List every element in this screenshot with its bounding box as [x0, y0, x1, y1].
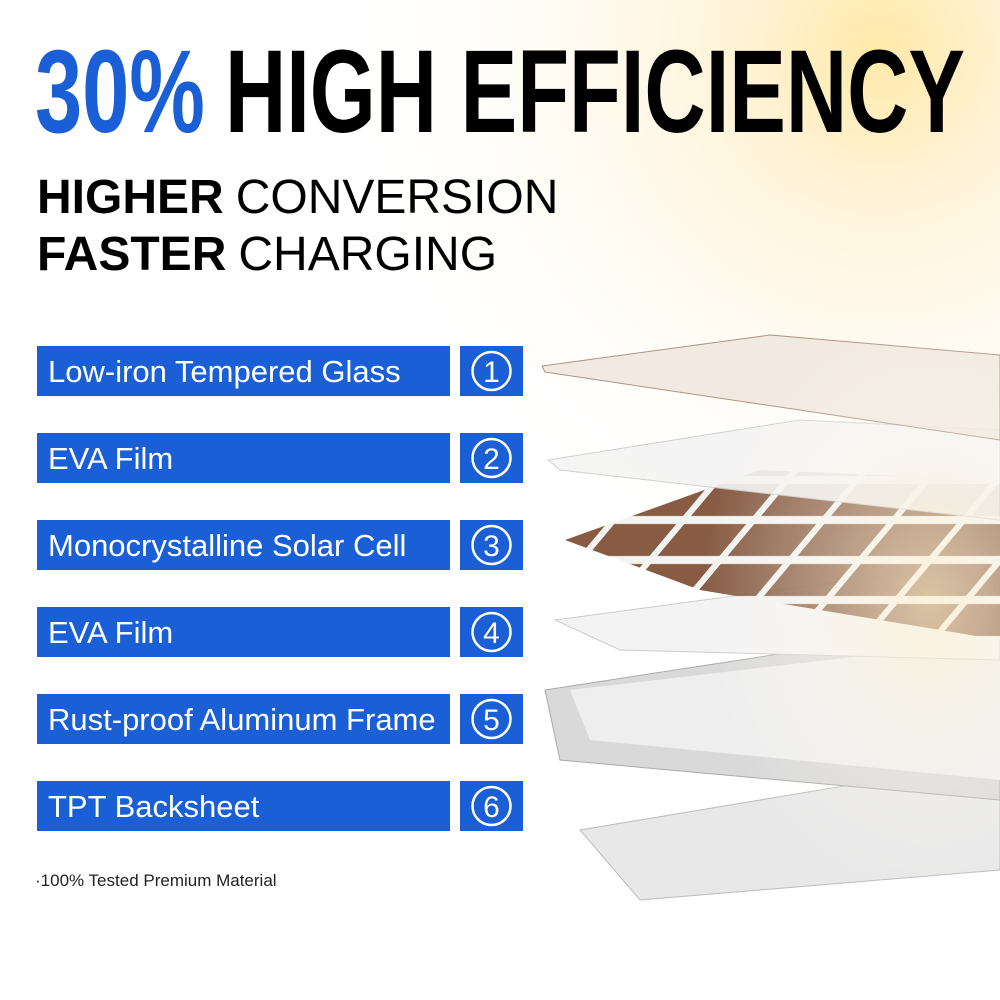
layer-number-box — [460, 520, 523, 570]
headline: 30%HIGH EFFICIENCY — [35, 26, 965, 158]
layer-number-circle — [471, 698, 512, 740]
layer-number: 5 — [483, 704, 500, 737]
subtitle: FASTER CHARGING — [37, 228, 497, 281]
layer-number: 3 — [483, 530, 500, 563]
layer-label-box — [37, 781, 450, 831]
subtitle-bold: FASTER — [37, 228, 226, 281]
subtitle: HIGHER CONVERSION — [37, 171, 558, 224]
layer-number: 2 — [483, 443, 500, 476]
headline-highlight: 30% — [35, 26, 205, 158]
layer-label-box — [37, 433, 450, 483]
layer-number-circle — [471, 611, 512, 653]
footnote: ·100% Tested Premium Material — [35, 871, 277, 890]
layer-number-box — [460, 694, 523, 744]
layer-number-box — [460, 433, 523, 483]
layer-number-circle — [471, 437, 512, 479]
layer-number-box — [460, 781, 523, 831]
subtitle-rest: CONVERSION — [236, 171, 559, 224]
layer-label: EVA Film — [48, 441, 173, 476]
layer-label: TPT Backsheet — [48, 789, 260, 824]
layer-label-box — [37, 607, 450, 657]
layer-label: Rust-proof Aluminum Frame — [48, 702, 436, 737]
layer-label: EVA Film — [48, 615, 173, 650]
layer-label-box — [37, 520, 450, 570]
layer-number-circle — [471, 524, 512, 566]
layer-label: Low-iron Tempered Glass — [48, 354, 401, 389]
subtitle-rest: CHARGING — [238, 228, 497, 281]
layer-number-box — [460, 607, 523, 657]
headline-title: HIGH EFFICIENCY — [225, 26, 965, 158]
layer-number-circle — [471, 785, 512, 827]
layer-label: Monocrystalline Solar Cell — [48, 528, 406, 563]
layer-number: 6 — [483, 791, 500, 824]
subtitle-bold: HIGHER — [37, 171, 224, 224]
layer-number: 1 — [483, 356, 500, 389]
layer-number: 4 — [483, 617, 500, 650]
layer-number-box — [460, 346, 523, 396]
panel-illustration — [540, 300, 1000, 901]
layer-label-box — [37, 694, 450, 744]
layer-label-box — [37, 346, 450, 396]
layer-number-circle — [471, 350, 512, 392]
